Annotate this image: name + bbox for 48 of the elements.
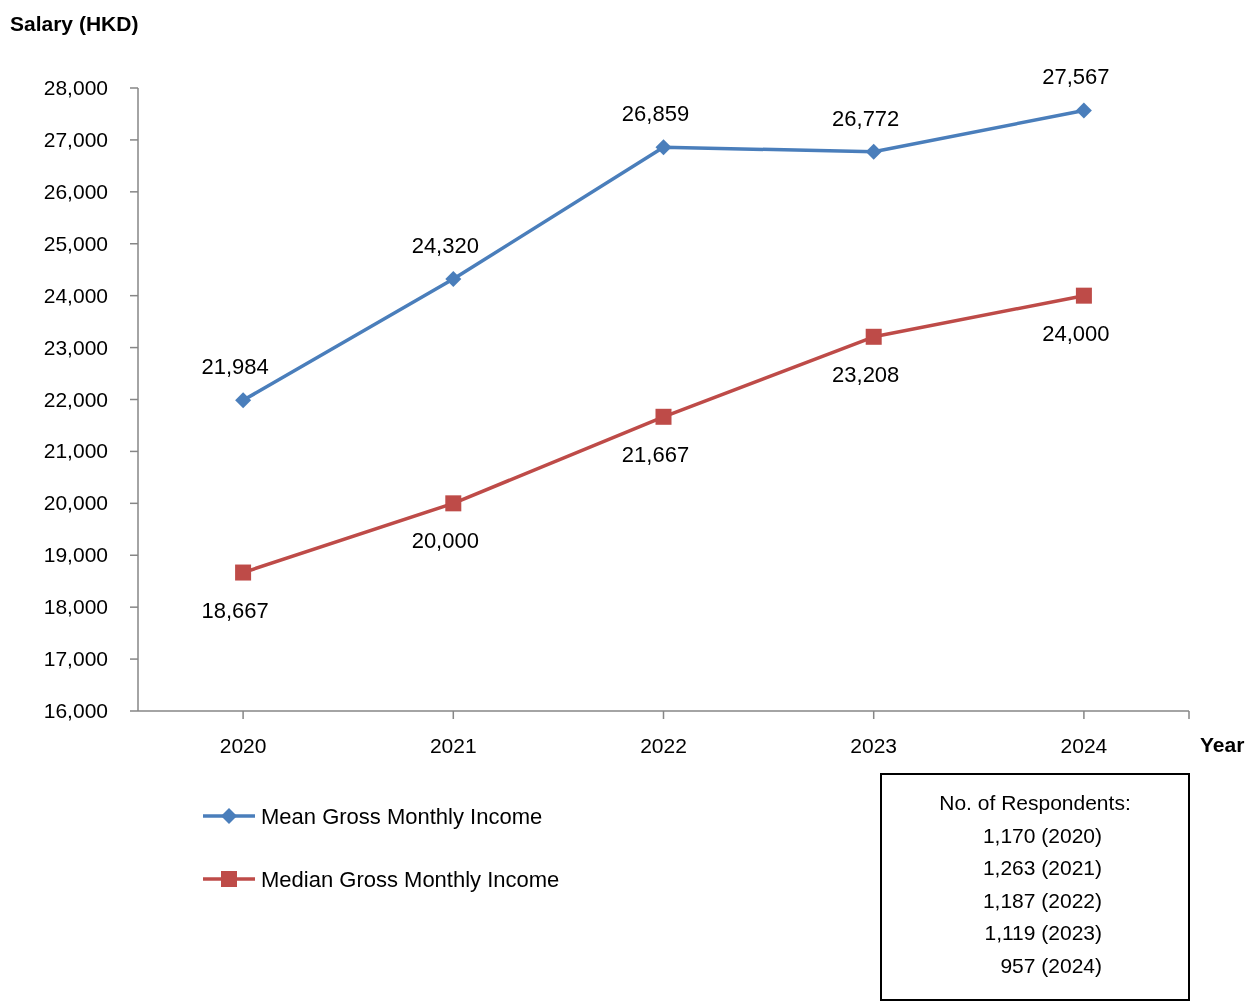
text: 1,119 (2023) [984, 921, 1102, 945]
text: 1,170 (2020) [982, 823, 1102, 847]
point [1075, 287, 1092, 304]
point [235, 564, 252, 581]
data-label: 18,667 [201, 597, 269, 623]
data-label: 24,320 [411, 233, 479, 259]
x-axis-title: Year [1200, 733, 1245, 756]
data-label: 21,984 [201, 354, 269, 380]
x-tick-label: 2024 [1060, 734, 1108, 757]
data-label: 23,208 [832, 361, 900, 387]
text: No. of Respondents: [939, 791, 1131, 814]
x-tick-label: 2023 [850, 734, 898, 757]
data-label: 24,000 [1042, 320, 1110, 346]
x-tick-label: 2020 [219, 734, 267, 757]
point [655, 408, 672, 425]
point [445, 495, 462, 512]
data-label: 26,859 [621, 101, 690, 127]
x-tick-label: 2021 [429, 734, 477, 757]
point [865, 328, 882, 345]
y-axis-title: Salary (HKD) [10, 12, 139, 35]
y-tick-label: 22,000 [43, 387, 108, 411]
legend-label: Mean Gross Monthly Income [261, 804, 543, 829]
data-label: 21,667 [621, 441, 690, 467]
point [865, 143, 882, 160]
data-label: 27,567 [1042, 64, 1110, 90]
y-tick-label: 18,000 [43, 595, 108, 619]
text: 1,187 (2022) [982, 888, 1102, 912]
point [655, 139, 672, 156]
y-tick-label: 23,000 [43, 335, 108, 359]
y-tick-label: 20,000 [43, 491, 108, 515]
data-label: 26,772 [832, 105, 900, 131]
y-tick-label: 21,000 [43, 439, 108, 463]
point [235, 392, 252, 409]
x-tick-label: 2022 [640, 734, 687, 757]
y-tick-label: 25,000 [43, 231, 108, 255]
y-tick-label: 19,000 [43, 543, 108, 567]
y-tick-label: 27,000 [43, 127, 108, 151]
y-tick-label: 17,000 [43, 647, 108, 671]
y-tick-label: 16,000 [43, 699, 108, 722]
point [1075, 102, 1092, 119]
y-tick-label: 26,000 [43, 179, 108, 203]
legend-label: Median Gross Monthly Income [261, 867, 560, 892]
data-label: 20,000 [411, 528, 479, 554]
point [445, 271, 462, 288]
y-tick-label: 28,000 [43, 76, 108, 99]
y-tick-label: 24,000 [43, 283, 108, 307]
text: 1,263 (2021) [982, 856, 1102, 880]
text: 957 (2024) [1000, 954, 1102, 977]
